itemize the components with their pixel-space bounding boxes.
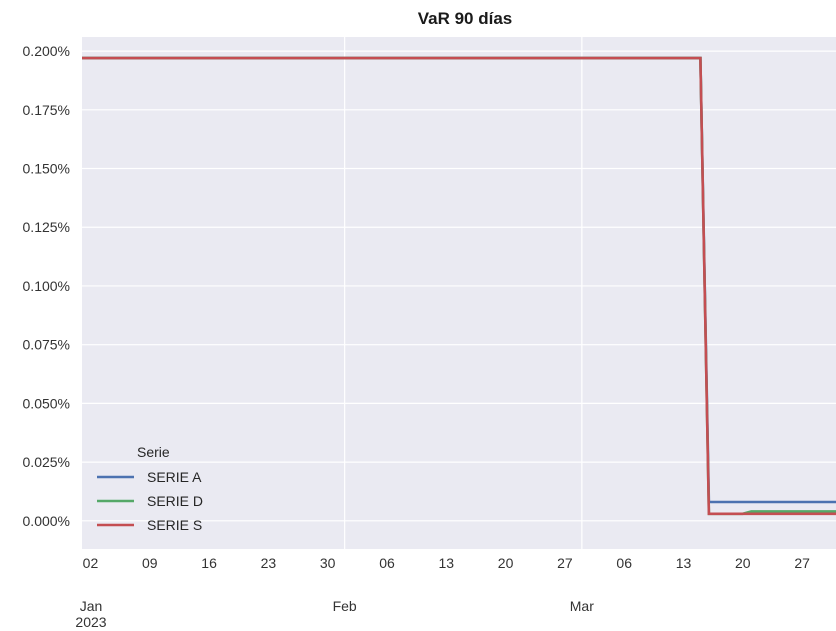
y-tick-label: 0.000%	[23, 513, 70, 529]
x-minor-tick-label: 16	[201, 555, 217, 571]
grid	[82, 37, 836, 549]
x-minor-tick-label: 13	[676, 555, 692, 571]
chart-title: VaR 90 días	[418, 9, 513, 28]
y-tick-label: 0.125%	[23, 219, 70, 235]
x-minor-tick-label: 06	[379, 555, 395, 571]
x-minor-tick-label: 09	[142, 555, 158, 571]
series-line	[82, 56, 836, 516]
x-minor-tick-label: 13	[439, 555, 455, 571]
x-year-label: 2023	[75, 614, 106, 630]
y-tick-label: 0.150%	[23, 161, 70, 177]
y-tick-label: 0.025%	[23, 454, 70, 470]
y-tick-label: 0.175%	[23, 102, 70, 118]
x-major-tick-label: Mar	[570, 598, 594, 614]
x-minor-tick-label: 06	[616, 555, 632, 571]
legend-label: SERIE A	[147, 469, 202, 485]
y-axis-ticks: 0.000% 0.025% 0.050% 0.075% 0.100% 0.125% 0.15…	[23, 43, 70, 529]
plot-area	[82, 37, 836, 549]
y-tick-label: 0.100%	[23, 278, 70, 294]
x-major-tick-label: Jan	[80, 598, 103, 614]
x-minor-tick-label: 27	[794, 555, 810, 571]
x-minor-tick-label: 30	[320, 555, 336, 571]
x-minor-tick-label: 20	[735, 555, 751, 571]
series-lines	[82, 56, 836, 516]
x-minor-tick-label: 23	[261, 555, 277, 571]
legend: Serie SERIE A SERIE D SERIE S	[97, 444, 203, 533]
legend-label: SERIE D	[147, 493, 203, 509]
x-minor-tick-label: 27	[557, 555, 573, 571]
legend-label: SERIE S	[147, 517, 202, 533]
y-tick-label: 0.050%	[23, 395, 70, 411]
x-minor-tick-label: 02	[83, 555, 99, 571]
x-minor-tick-label: 20	[498, 555, 514, 571]
legend-title: Serie	[137, 444, 170, 460]
x-major-tick-label: Feb	[333, 598, 357, 614]
y-tick-label: 0.075%	[23, 337, 70, 353]
y-tick-label: 0.200%	[23, 43, 70, 59]
